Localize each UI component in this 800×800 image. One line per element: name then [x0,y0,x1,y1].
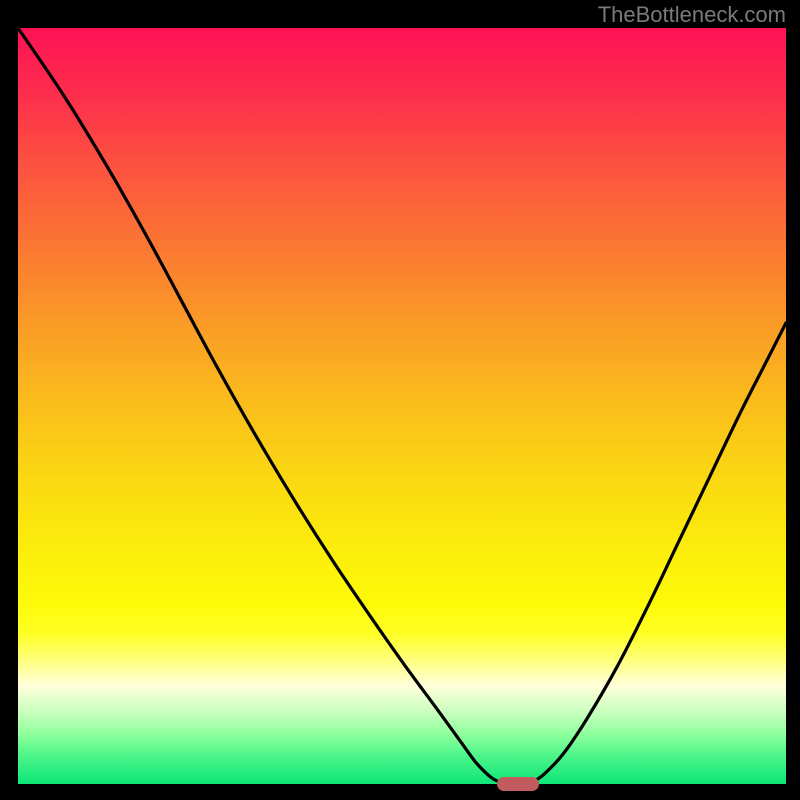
bottleneck-curve [18,28,786,784]
chart-frame: TheBottleneck.com [0,0,800,800]
optimal-range-marker [497,777,539,791]
plot-area [18,28,786,784]
watermark-text: TheBottleneck.com [598,2,786,28]
